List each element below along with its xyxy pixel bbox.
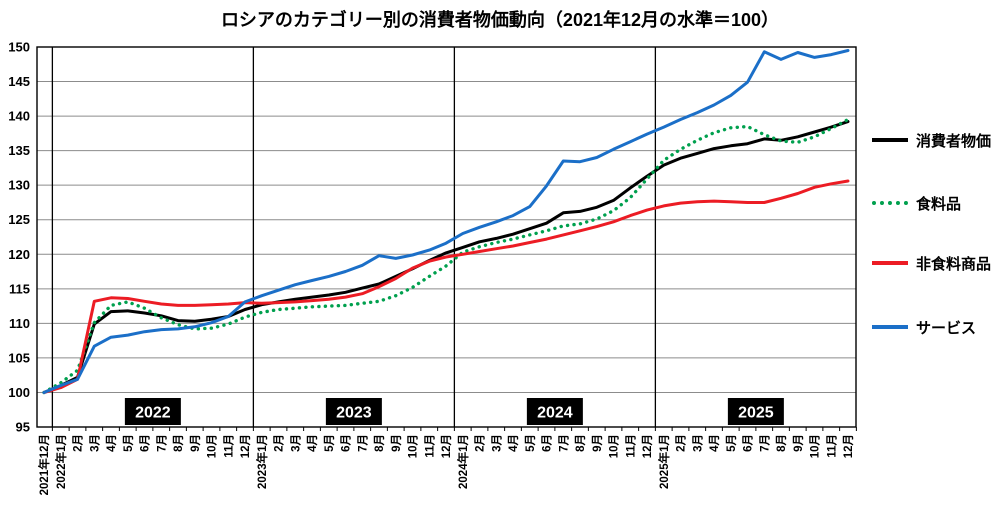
series-line-nonfood [42,179,850,394]
x-axis-label: 2月 [72,434,85,452]
legend-label-cpi: 消費者物価 [916,132,992,150]
year-badge [325,398,382,425]
year-badge [526,398,583,425]
y-axis-label: 115 [9,281,30,296]
x-axis-label: 5月 [725,434,738,452]
year-badge [124,398,181,425]
cpi-line-swatch [872,138,908,142]
year-badge-label: 2025 [738,405,774,422]
x-axis-label: 10月 [407,434,420,458]
year-badge-label: 2024 [537,405,573,422]
y-axis-label: 120 [8,247,30,262]
chart-legend: 消費者物価 食料品 非食料商品 サービス [872,0,1000,516]
nonfood-line-swatch [872,261,908,265]
y-axis-label: 105 [8,350,30,365]
x-axis-label: 8月 [775,434,788,452]
x-axis-label: 9月 [390,434,403,452]
legend-label-food: 食料品 [916,195,962,213]
y-axis-label: 150 [8,40,30,55]
x-axis-label: 2023年1月 [255,434,269,489]
x-axis-label: 9月 [189,434,202,452]
x-axis-label: 12月 [440,434,453,458]
series-line-food [42,117,850,395]
x-axis-label: 5月 [122,434,135,452]
x-axis-label: 11月 [624,434,637,458]
x-axis-label: 2022年1月 [54,434,68,489]
y-axis-label: 100 [8,385,30,400]
x-axis-label: 3月 [691,434,704,452]
x-axis-label: 7月 [557,434,570,452]
x-axis-label: 4月 [306,434,319,452]
legend-item-food: 食料品 [872,194,962,213]
y-axis-label: 135 [8,143,30,158]
y-axis-label: 130 [8,178,30,193]
x-axis-label: 8月 [373,434,386,452]
y-axis-label: 95 [16,420,30,435]
x-axis-label: 3月 [88,434,101,452]
x-axis-label: 12月 [641,434,654,458]
year-badge [727,398,784,425]
plot-border [36,46,857,428]
x-axis-label: 2月 [474,434,487,452]
y-axis-label: 110 [9,316,30,331]
x-axis-label: 7月 [356,434,369,452]
x-axis-label: 6月 [742,434,755,452]
series-line-services [42,49,850,394]
series-line-cpi [42,120,850,394]
x-axis-label: 2024年1月 [456,434,470,489]
x-axis-label: 7月 [155,434,168,452]
x-axis-label: 7月 [758,434,771,452]
x-axis-label: 4月 [105,434,118,452]
x-axis-label: 5月 [524,434,537,452]
year-badge-label: 2022 [135,405,171,422]
legend-item-nonfood: 非食料商品 [872,254,992,273]
x-axis-label: 9月 [792,434,805,452]
x-axis-label: 3月 [289,434,302,452]
x-axis-label: 6月 [139,434,152,452]
x-axis-label: 4月 [507,434,520,452]
y-axis-label: 125 [8,212,30,227]
x-axis-label: 11月 [222,434,235,458]
legend-item-services: サービス [872,318,977,337]
food-line-swatch [872,201,908,205]
y-axis-label: 145 [8,74,30,89]
x-axis-label: 10月 [608,434,621,458]
x-axis-label: 6月 [541,434,554,452]
x-axis-label: 5月 [323,434,336,452]
x-axis-label: 2021年12月 [37,434,51,495]
legend-label-nonfood: 非食料商品 [916,255,992,273]
y-axis-label: 140 [8,109,30,124]
x-axis-label: 11月 [423,434,436,458]
x-axis-label: 10月 [206,434,219,458]
year-badge-label: 2023 [336,405,372,422]
x-axis-label: 2025年1月 [657,434,671,489]
services-line-swatch [872,325,908,329]
legend-item-cpi: 消費者物価 [872,131,992,150]
x-axis-label: 8月 [172,434,185,452]
x-axis-label: 3月 [490,434,503,452]
x-axis-label: 12月 [239,434,252,458]
x-axis-label: 6月 [340,434,353,452]
x-axis-label: 2月 [675,434,688,452]
x-axis-label: 12月 [842,434,855,458]
x-axis-label: 11月 [825,434,838,458]
x-axis-label: 4月 [708,434,721,452]
x-axis-label: 8月 [574,434,587,452]
chart-title: ロシアのカテゴリー別の消費者物価動向（2021年12月の水準＝100） [220,10,780,30]
legend-label-services: サービス [916,319,977,337]
x-axis-label: 2月 [273,434,286,452]
x-axis-label: 9月 [591,434,604,452]
x-axis-label: 10月 [809,434,822,458]
